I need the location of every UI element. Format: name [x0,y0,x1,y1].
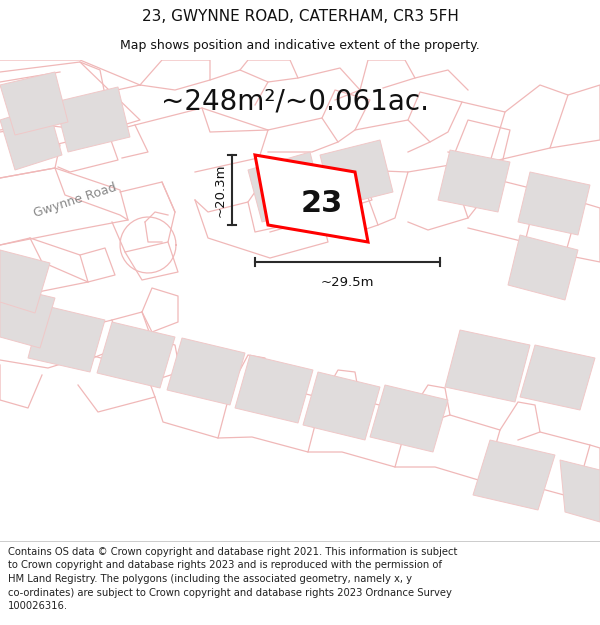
Text: 100026316.: 100026316. [8,601,68,611]
Polygon shape [248,152,323,222]
Text: 23: 23 [301,189,343,218]
Polygon shape [235,355,313,423]
Text: ~29.5m: ~29.5m [321,276,374,289]
Polygon shape [303,372,380,440]
Polygon shape [255,155,368,242]
Polygon shape [438,150,510,212]
Text: ~248m²/~0.061ac.: ~248m²/~0.061ac. [161,88,429,116]
Polygon shape [445,330,530,402]
Polygon shape [508,235,578,300]
Text: ~20.3m: ~20.3m [214,163,227,217]
Polygon shape [560,460,600,522]
Polygon shape [97,322,175,388]
Polygon shape [0,72,68,135]
Polygon shape [0,105,62,170]
Text: co-ordinates) are subject to Crown copyright and database rights 2023 Ordnance S: co-ordinates) are subject to Crown copyr… [8,588,452,598]
Text: to Crown copyright and database rights 2023 and is reproduced with the permissio: to Crown copyright and database rights 2… [8,561,442,571]
Polygon shape [370,385,448,452]
Polygon shape [320,140,393,207]
Text: Map shows position and indicative extent of the property.: Map shows position and indicative extent… [120,39,480,51]
Polygon shape [0,285,55,348]
Text: HM Land Registry. The polygons (including the associated geometry, namely x, y: HM Land Registry. The polygons (includin… [8,574,412,584]
Polygon shape [518,172,590,235]
Polygon shape [473,440,555,510]
Polygon shape [28,305,105,372]
Polygon shape [520,345,595,410]
Text: Gwynne Road: Gwynne Road [32,181,118,219]
Text: Contains OS data © Crown copyright and database right 2021. This information is : Contains OS data © Crown copyright and d… [8,547,457,557]
Polygon shape [0,250,50,313]
Polygon shape [55,87,130,152]
Text: 23, GWYNNE ROAD, CATERHAM, CR3 5FH: 23, GWYNNE ROAD, CATERHAM, CR3 5FH [142,9,458,24]
Polygon shape [167,338,245,405]
